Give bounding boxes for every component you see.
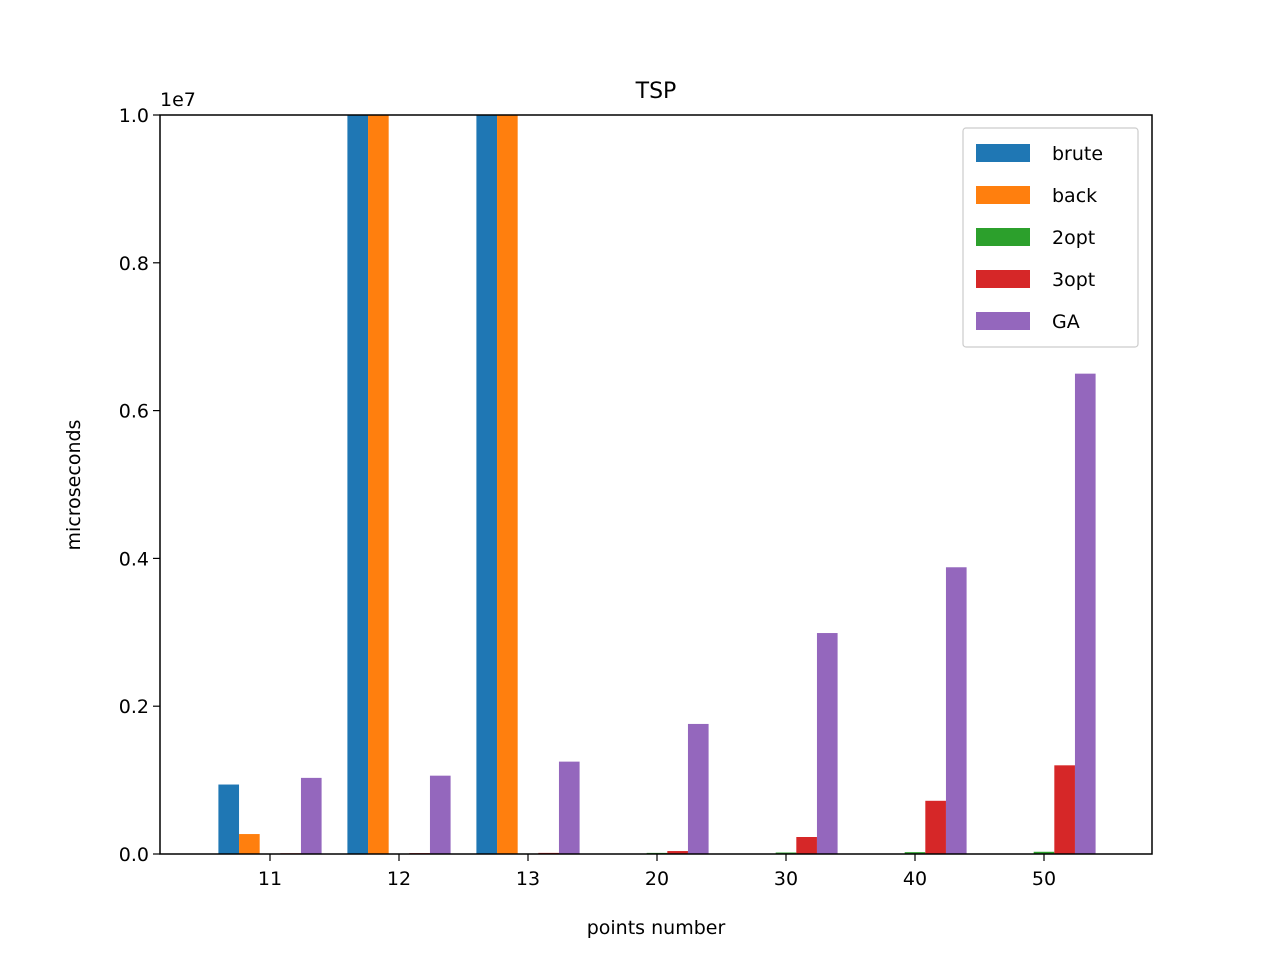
bar-back-11 — [239, 834, 260, 854]
bar-GA-12 — [429, 775, 451, 854]
bars-group — [218, 115, 1096, 855]
bar-GA-11 — [300, 777, 322, 854]
y-tick-label: 0.2 — [119, 696, 149, 718]
legend-swatch-GA — [976, 312, 1030, 330]
legend-label-GA: GA — [1052, 311, 1080, 333]
bar-3opt-30 — [796, 837, 817, 854]
x-tick-label: 20 — [645, 868, 669, 890]
y-tick-label: 0.6 — [119, 401, 149, 423]
bar-brute-12 — [347, 115, 369, 854]
x-ticks-group: 11 12 13 20 30 40 50 — [258, 854, 1056, 890]
legend-swatch-back — [976, 186, 1030, 204]
y-scale-label: 1e7 — [160, 89, 196, 111]
y-tick-label: 0.8 — [119, 253, 149, 275]
x-tick-label: 11 — [258, 868, 282, 890]
bar-brute-13 — [476, 115, 498, 854]
x-tick-label: 13 — [516, 868, 540, 890]
bar-brute-11 — [218, 784, 240, 854]
plot-frame — [159, 114, 1153, 855]
x-tick-label: 12 — [387, 868, 411, 890]
y-tick-label: 0.4 — [119, 548, 149, 570]
legend-box — [962, 127, 1139, 348]
x-axis-label: points number — [587, 917, 726, 939]
legend-label-2opt: 2opt — [1052, 227, 1095, 249]
bar-GA-30 — [816, 633, 838, 854]
x-tick-label: 30 — [774, 868, 798, 890]
bar-back-12 — [368, 115, 389, 854]
bar-back-13 — [497, 115, 518, 854]
x-tick-label: 40 — [903, 868, 927, 890]
legend-swatch-2opt — [976, 228, 1030, 246]
y-tick-label: 0.0 — [119, 844, 149, 866]
legend-swatch-3opt — [976, 270, 1030, 288]
bar-2opt-40 — [904, 852, 926, 854]
bar-GA-20 — [687, 723, 709, 854]
legend-swatch-brute — [976, 144, 1030, 162]
bar-GA-13 — [558, 761, 580, 855]
legend-label-back: back — [1052, 185, 1097, 207]
bar-3opt-50 — [1054, 765, 1075, 854]
legend-label-3opt: 3opt — [1052, 269, 1095, 291]
bar-GA-50 — [1074, 373, 1096, 854]
bar-3opt-20 — [667, 851, 688, 854]
chart-title: TSP — [635, 79, 677, 104]
bar-3opt-40 — [925, 800, 946, 854]
bar-2opt-50 — [1033, 851, 1055, 854]
y-ticks-group: 0.0 0.2 0.4 0.6 0.8 1.0 — [119, 105, 160, 866]
x-tick-label: 50 — [1032, 868, 1056, 890]
y-tick-label: 1.0 — [119, 105, 149, 127]
y-axis-label: microseconds — [63, 420, 85, 551]
legend: brute back 2opt 3opt GA — [962, 127, 1139, 348]
legend-label-brute: brute — [1052, 143, 1103, 165]
bar-GA-40 — [945, 567, 967, 854]
